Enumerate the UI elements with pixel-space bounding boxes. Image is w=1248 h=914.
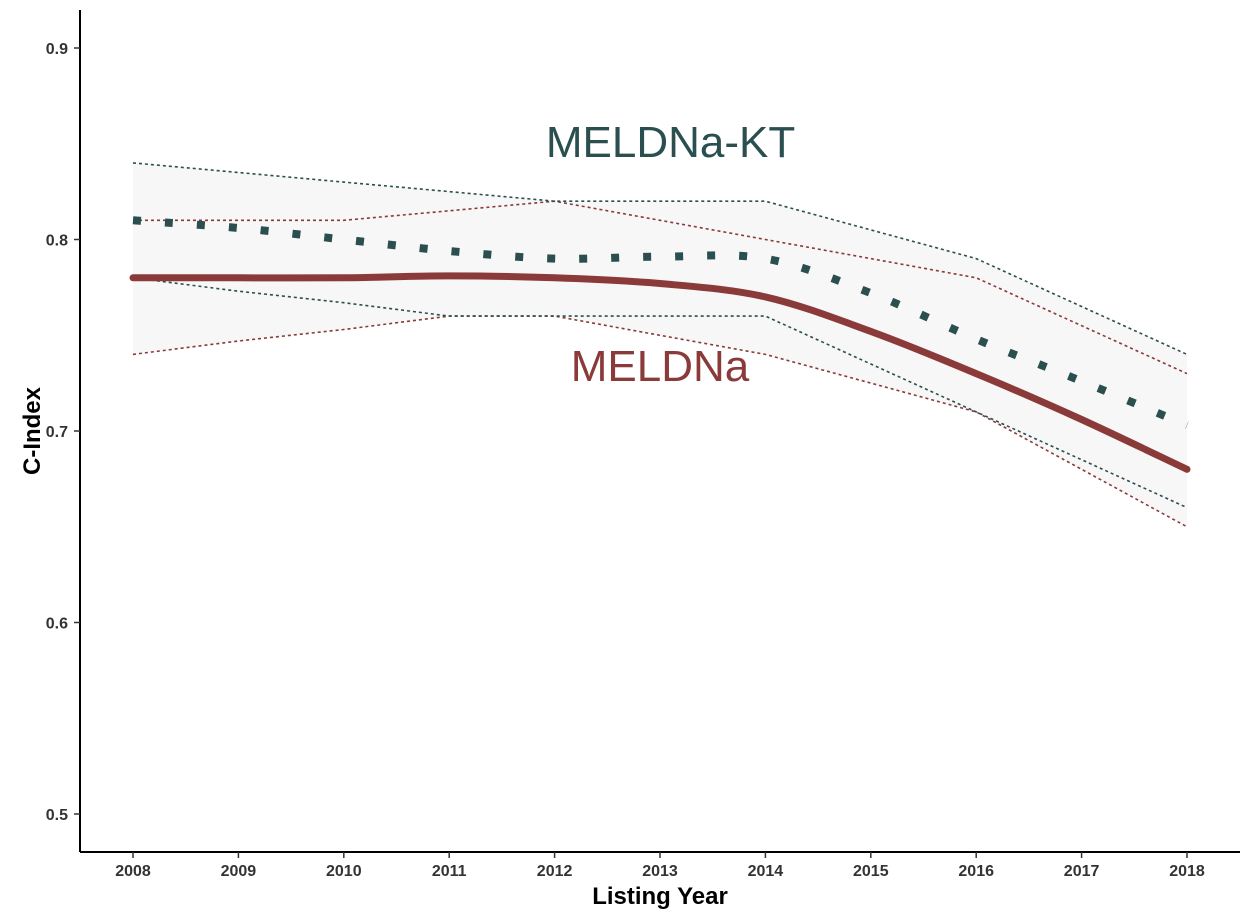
x-tick-label: 2011 — [432, 863, 467, 880]
x-tick-label: 2009 — [221, 863, 257, 880]
confidence-interval-lines — [132, 162, 1188, 528]
meldna-annotation: MELDNa — [571, 342, 750, 391]
meldna-kt-upper-bound-line — [132, 162, 1188, 356]
meldna-upper-bound-line — [133, 200, 1188, 375]
x-tick-label: 2008 — [115, 863, 151, 880]
confidence-band — [133, 162, 1187, 527]
x-tick-label: 2012 — [537, 863, 573, 880]
confidence-band-layer — [133, 162, 1187, 527]
meldna-kt-annotation: MELDNa-KT — [546, 118, 795, 167]
series-lines — [129, 216, 1191, 473]
meldna-lower-bound-line — [132, 315, 1188, 528]
meldna-series-line — [129, 272, 1191, 473]
y-tick-label: 0.7 — [46, 424, 68, 441]
y-axis-title: C-Index — [19, 386, 46, 475]
meldna-kt-lower-bound-line — [132, 277, 1188, 509]
x-tick-label: 2014 — [748, 863, 784, 880]
x-tick-label: 2015 — [853, 863, 889, 880]
x-tick-label: 2010 — [326, 863, 362, 880]
x-tick-label: 2017 — [1064, 863, 1100, 880]
y-ticks: 0.5 0.6 0.7 0.8 0.9 — [46, 41, 80, 824]
y-tick-label: 0.5 — [46, 807, 68, 824]
x-tick-label: 2018 — [1169, 863, 1205, 880]
y-tick-label: 0.9 — [46, 41, 68, 58]
y-tick-label: 0.6 — [46, 616, 68, 633]
y-tick-label: 0.8 — [46, 233, 68, 250]
x-tick-label: 2016 — [958, 863, 994, 880]
x-ticks: 2008 2009 2010 2011 2012 2013 2014 2015 2016 2017… — [115, 852, 1205, 880]
x-tick-label: 2013 — [642, 863, 678, 880]
x-axis-title: Listing Year — [592, 883, 728, 910]
series-annotations: MELDNa-KT MELDNa — [546, 118, 795, 391]
